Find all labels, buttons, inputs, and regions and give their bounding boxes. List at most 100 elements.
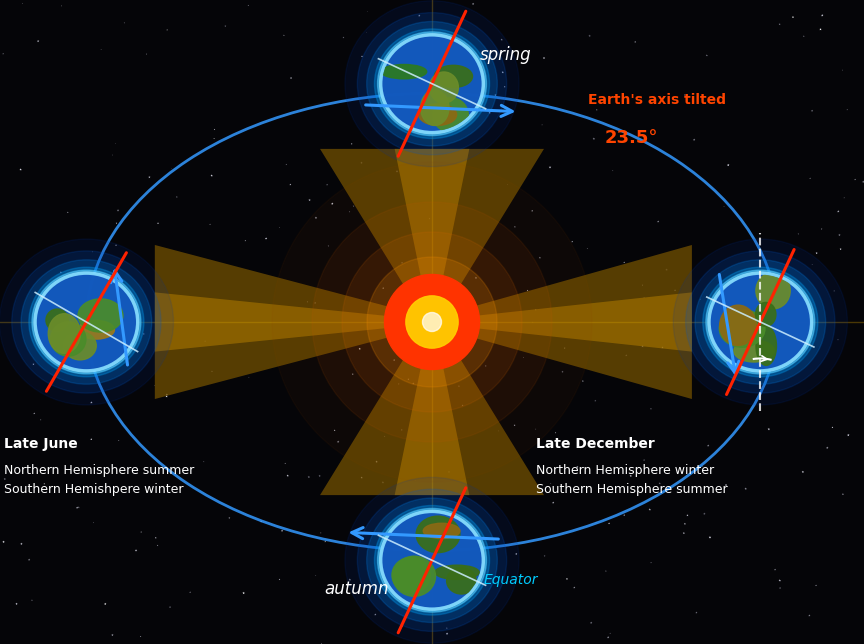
Point	[825, 422, 839, 433]
Point	[205, 171, 219, 181]
Circle shape	[406, 296, 458, 348]
Point	[82, 342, 96, 352]
Point	[739, 484, 753, 494]
Point	[160, 390, 174, 400]
Point	[422, 213, 436, 223]
Point	[599, 566, 613, 576]
Point	[588, 395, 602, 406]
Point	[773, 583, 787, 593]
Point	[165, 164, 179, 174]
Point	[601, 632, 615, 643]
Ellipse shape	[423, 524, 460, 538]
Point	[346, 369, 359, 379]
Point	[143, 172, 156, 182]
Point	[337, 32, 351, 43]
Point	[370, 457, 384, 467]
Point	[14, 164, 28, 175]
Point	[314, 639, 328, 644]
Point	[848, 175, 862, 185]
Point	[392, 379, 406, 389]
Point	[331, 437, 345, 447]
Point	[354, 158, 368, 168]
Point	[368, 609, 382, 620]
Point	[109, 138, 123, 149]
Point	[762, 424, 776, 434]
Point	[549, 428, 562, 438]
Point	[537, 53, 551, 63]
Point	[197, 457, 211, 467]
Point	[440, 623, 454, 633]
Point	[653, 478, 667, 489]
Point	[833, 230, 847, 240]
Text: Earth's axis tilted: Earth's axis tilted	[588, 93, 726, 107]
Point	[28, 408, 41, 419]
Point	[517, 352, 530, 363]
Point	[537, 551, 551, 561]
Ellipse shape	[374, 506, 490, 615]
Ellipse shape	[719, 310, 765, 347]
Point	[452, 381, 466, 392]
Point	[327, 425, 341, 435]
Point	[86, 518, 100, 528]
Point	[786, 12, 800, 23]
Ellipse shape	[378, 509, 486, 612]
Point	[831, 335, 845, 345]
Point	[804, 173, 817, 184]
Point	[151, 218, 165, 229]
Polygon shape	[395, 322, 469, 495]
Point	[111, 205, 125, 216]
Point	[751, 295, 765, 305]
Point	[719, 480, 733, 490]
Point	[355, 473, 369, 483]
Point	[390, 166, 403, 176]
Point	[273, 574, 287, 585]
Point	[529, 424, 543, 434]
Point	[526, 317, 540, 327]
Point	[314, 528, 327, 538]
Point	[589, 518, 603, 528]
Point	[856, 176, 864, 187]
Point	[437, 61, 451, 71]
Point	[134, 631, 148, 641]
Point	[241, 0, 255, 10]
Point	[543, 162, 557, 173]
Point	[308, 298, 322, 308]
Point	[668, 285, 682, 296]
Point	[242, 372, 256, 383]
Ellipse shape	[358, 13, 506, 155]
Point	[510, 549, 524, 559]
Ellipse shape	[358, 489, 506, 631]
Ellipse shape	[0, 239, 174, 405]
Point	[628, 37, 642, 47]
Point	[816, 10, 829, 21]
Ellipse shape	[756, 272, 791, 309]
Ellipse shape	[755, 303, 776, 327]
Point	[814, 24, 828, 35]
Point	[313, 471, 327, 481]
Point	[696, 461, 709, 471]
Ellipse shape	[421, 90, 449, 126]
Point	[207, 124, 221, 135]
Point	[163, 602, 177, 612]
Point	[343, 207, 357, 217]
Ellipse shape	[345, 477, 519, 643]
Point	[326, 198, 340, 209]
Ellipse shape	[393, 556, 435, 596]
Point	[834, 244, 848, 254]
Point	[37, 478, 51, 489]
Point	[677, 528, 690, 538]
Ellipse shape	[366, 498, 498, 623]
Point	[752, 298, 766, 308]
Polygon shape	[155, 245, 432, 399]
Point	[360, 6, 374, 17]
Ellipse shape	[756, 327, 777, 365]
Ellipse shape	[378, 32, 486, 136]
Point	[0, 536, 10, 547]
Point	[94, 44, 108, 55]
Polygon shape	[432, 245, 692, 399]
Point	[508, 222, 522, 232]
Point	[681, 510, 695, 520]
Point	[284, 73, 298, 83]
Ellipse shape	[695, 260, 826, 384]
Point	[308, 571, 322, 581]
